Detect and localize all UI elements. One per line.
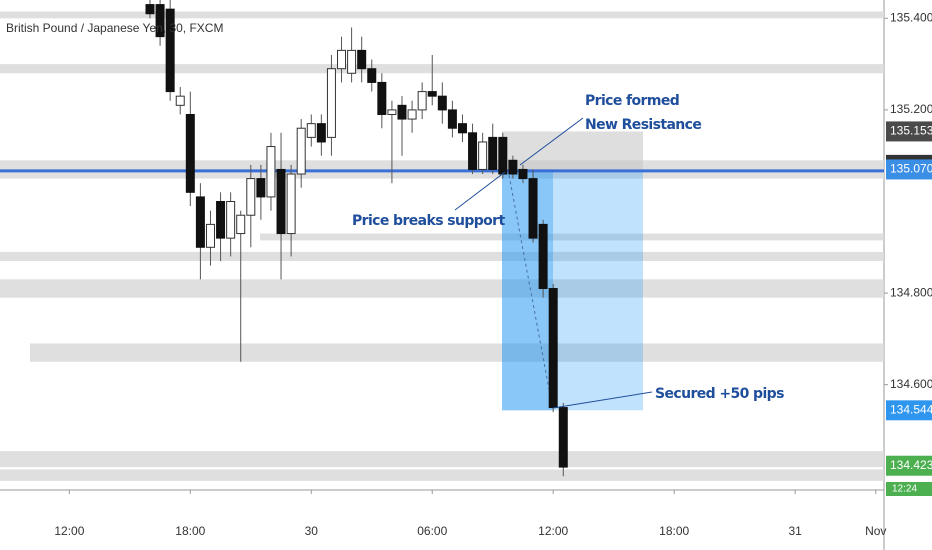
candle-body (498, 136, 508, 175)
price-label: 135.070 (890, 162, 932, 176)
x-tick-label: 18:00 (175, 524, 205, 538)
candle-body (195, 196, 205, 248)
candle-body (337, 49, 347, 70)
candle-body (347, 49, 357, 74)
target-zone-filled (502, 169, 553, 411)
x-tick-label: 18:00 (659, 524, 689, 538)
annotation-arrow (519, 117, 584, 166)
countdown: 12:24 (892, 484, 917, 495)
candle-body (165, 8, 175, 93)
candle-body (427, 91, 437, 97)
candle-body (256, 178, 266, 198)
candle-body (246, 178, 256, 216)
candle-body (478, 141, 488, 170)
annotation: New Resistance (585, 117, 701, 133)
support-zone (30, 343, 884, 362)
x-tick-label: Nov (865, 524, 886, 538)
annotation-arrow (454, 171, 506, 211)
y-tick-label: 135.200 (890, 102, 932, 116)
target-zone (502, 169, 643, 411)
x-tick-label: 12:00 (54, 524, 84, 538)
candle-body (387, 109, 397, 115)
price-label: 134.544 (890, 402, 932, 416)
price-label-box (886, 455, 932, 476)
y-tick-label: 134.800 (890, 285, 932, 299)
chart-title: British Pound / Japanese Yen, 30, FXCM (6, 21, 223, 35)
price-label: 135.153 (890, 124, 932, 138)
candle-body (145, 4, 155, 15)
annotation: Price breaks support (352, 213, 505, 229)
y-tick-label: 135.400 (890, 10, 932, 24)
candle-body (457, 123, 467, 134)
candle-body (528, 178, 538, 239)
price-label: 134.423 (890, 458, 932, 472)
x-tick-label: 06:00 (417, 524, 447, 538)
price-label-box (886, 121, 932, 142)
x-tick-label: 31 (788, 524, 802, 538)
support-zone (0, 64, 884, 74)
support-zone (0, 251, 884, 262)
y-tick-label: 134.600 (890, 377, 932, 391)
candle-body (548, 288, 558, 409)
candle-body (357, 49, 367, 70)
candle-body (447, 109, 457, 129)
candle-body (377, 81, 387, 115)
candle-body (558, 407, 568, 468)
candle-body (286, 173, 296, 235)
candle-body (468, 132, 478, 170)
annotation: Price formed (585, 93, 679, 109)
candle-body (226, 200, 236, 239)
trade-path (507, 169, 554, 411)
candle-body (437, 95, 447, 111)
candle-body (216, 200, 226, 239)
support-zone (0, 11, 884, 19)
candle-body (276, 168, 286, 235)
candle-body (266, 146, 276, 198)
candle-body (417, 91, 427, 111)
support-zone (0, 279, 884, 298)
x-tick-label: 30 (305, 524, 319, 538)
candle-body (508, 159, 518, 175)
candle-body (236, 214, 246, 235)
price-label-box (886, 159, 932, 180)
candle-body (185, 113, 195, 193)
support-zone (260, 233, 884, 241)
candle-body (326, 68, 336, 138)
annotation-arrow (552, 391, 653, 409)
stop-zone (502, 131, 643, 170)
candle-body (205, 223, 215, 248)
candle-body (155, 4, 165, 38)
candle-body (367, 68, 377, 83)
candle-body (488, 136, 498, 170)
candle-body (518, 168, 528, 180)
x-tick-label: 12:00 (538, 524, 568, 538)
candle-body (296, 127, 306, 175)
candle-body (306, 123, 316, 138)
candle-body (175, 95, 185, 106)
candle-body (538, 223, 548, 290)
support-zone (0, 451, 884, 468)
candle-body (316, 123, 326, 143)
countdown-box (886, 482, 932, 496)
annotation: Secured +50 pips (655, 386, 784, 402)
price-label-box (886, 400, 932, 421)
candle-body (407, 109, 417, 120)
support-zone (0, 469, 884, 481)
candle-body (397, 104, 407, 120)
